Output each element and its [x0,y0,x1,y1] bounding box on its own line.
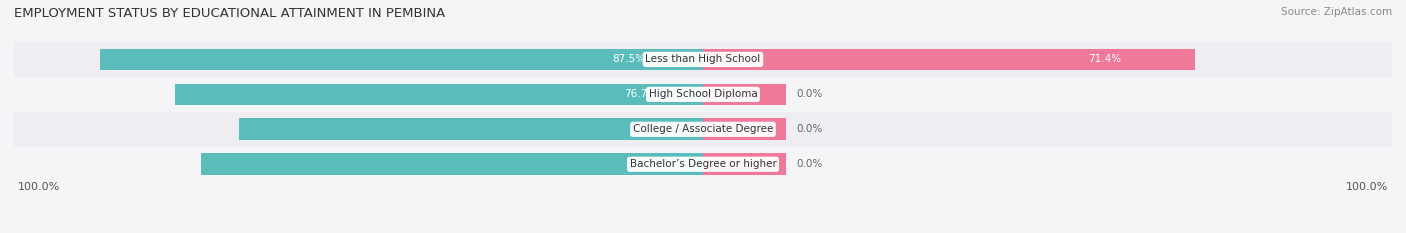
Bar [174,84,703,105]
Text: 100.0%: 100.0% [17,182,59,192]
Bar [14,42,1392,77]
Text: 72.9%: 72.9% [627,159,661,169]
Text: 76.7%: 76.7% [624,89,657,99]
Text: College / Associate Degree: College / Associate Degree [633,124,773,134]
Text: 0.0%: 0.0% [796,124,823,134]
Bar [14,112,1392,147]
Bar [14,77,1392,112]
Bar [239,118,703,140]
Text: Bachelor’s Degree or higher: Bachelor’s Degree or higher [630,159,776,169]
Text: 71.4%: 71.4% [1088,55,1121,64]
Text: High School Diploma: High School Diploma [648,89,758,99]
Text: 67.3%: 67.3% [634,124,666,134]
Text: 87.5%: 87.5% [613,55,645,64]
Text: EMPLOYMENT STATUS BY EDUCATIONAL ATTAINMENT IN PEMBINA: EMPLOYMENT STATUS BY EDUCATIONAL ATTAINM… [14,7,446,20]
Text: 0.0%: 0.0% [796,159,823,169]
Bar [703,84,786,105]
Bar [703,49,1195,70]
Bar [14,147,1392,182]
Text: 0.0%: 0.0% [796,89,823,99]
Text: Source: ZipAtlas.com: Source: ZipAtlas.com [1281,7,1392,17]
Bar [703,118,786,140]
Text: Less than High School: Less than High School [645,55,761,64]
Bar [201,154,703,175]
Bar [703,154,786,175]
Text: 100.0%: 100.0% [1347,182,1389,192]
Bar [100,49,703,70]
